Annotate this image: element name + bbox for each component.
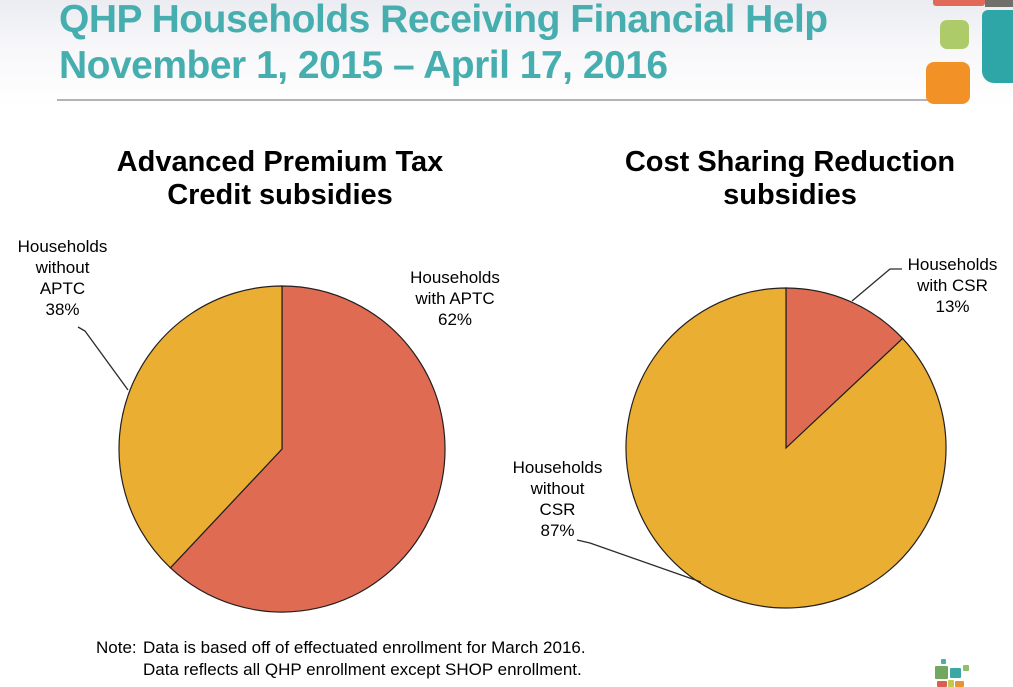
chart-title-aptc: Advanced Premium Tax Credit subsidies	[80, 146, 480, 212]
pie-slice-households-with-csr	[785, 287, 904, 450]
pie-chart-aptc	[118, 285, 446, 613]
title-divider	[57, 99, 935, 101]
deco-red-bar-icon	[933, 0, 985, 6]
footnote-text: Data is based off of effectuated enrollm…	[143, 638, 586, 679]
logo-square-green-tiny	[963, 665, 969, 671]
pie-slice-households-without-aptc	[118, 285, 283, 569]
value-csr-with-pct: 13%	[935, 297, 970, 316]
callout-households-without-aptc: Households without APTC 38%	[5, 236, 120, 320]
value-csr-without-pct: 87%	[540, 521, 575, 540]
deco-teal-block-icon	[982, 10, 1013, 83]
chart-title-aptc-line2: Credit subsidies	[167, 179, 393, 211]
callout-households-with-csr: Households with CSR 13%	[895, 254, 1010, 317]
footnote: Note: Data is based off of effectuated e…	[96, 637, 586, 681]
callout-households-with-aptc: Households with APTC 62%	[395, 267, 515, 330]
logo-square-teal-mid	[950, 668, 961, 678]
chart-title-aptc-line1: Advanced Premium Tax	[116, 146, 444, 178]
deco-dark-bar-icon	[985, 0, 1013, 7]
value-aptc-without-pct: 38%	[45, 300, 80, 319]
logo-square-orange	[955, 681, 964, 687]
logo-square-red	[937, 681, 947, 687]
logo-square-green-big	[935, 666, 948, 679]
chart-title-csr-line2: subsidies	[723, 179, 857, 211]
logo-square-yellow	[948, 680, 954, 687]
page-title-line1: QHP Households Receiving Financial Help	[59, 0, 828, 41]
leader-line-csr-without	[576, 539, 702, 583]
logo-square-teal-tiny	[941, 659, 946, 664]
page-title: QHP Households Receiving Financial Help …	[59, 0, 828, 89]
pie-slice-households-without-csr	[625, 287, 947, 609]
pie-slice-households-with-aptc	[169, 285, 446, 613]
pie-chart-csr	[625, 287, 947, 609]
leader-line-csr-with	[851, 268, 902, 302]
chart-title-csr: Cost Sharing Reduction subsidies	[590, 146, 990, 212]
deco-orange-square-icon	[926, 62, 970, 104]
leader-line-aptc-without	[77, 326, 129, 391]
chart-title-csr-line1: Cost Sharing Reduction	[624, 146, 956, 178]
page-title-line2: November 1, 2015 – April 17, 2016	[59, 44, 668, 87]
value-aptc-with-pct: 62%	[437, 310, 473, 329]
callout-households-without-csr: Households without CSR 87%	[500, 457, 615, 541]
deco-green-square-icon	[940, 20, 969, 49]
footnote-label: Note:	[96, 638, 137, 657]
